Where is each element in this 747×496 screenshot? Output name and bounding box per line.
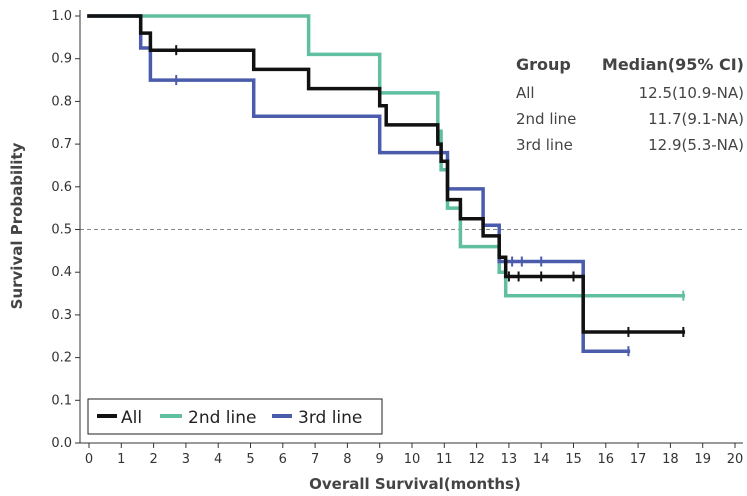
table-row-2nd-median: 11.7(9.1-NA) (648, 110, 744, 128)
legend-label-all: All (121, 408, 142, 428)
x-tick-label: 15 (565, 452, 582, 467)
x-tick-label: 0 (85, 452, 93, 467)
series-lines (87, 14, 686, 357)
y-tick-label: 0.4 (51, 265, 72, 280)
table-header-median: Median(95% CI) (602, 55, 744, 74)
table-row-2nd-group: 2nd line (516, 110, 576, 128)
y-tick-label: 0.8 (51, 94, 72, 109)
y-tick-label: 0.6 (51, 180, 72, 195)
x-tick-label: 16 (598, 452, 615, 467)
y-tick-label: 0.2 (51, 351, 72, 366)
x-tick-label: 1 (117, 452, 125, 467)
table-row-all-median: 12.5(10.9-NA) (639, 84, 744, 102)
legend: All 2nd line 3rd line (87, 398, 383, 435)
x-tick-label: 19 (694, 452, 711, 467)
x-tick-label: 2 (149, 452, 157, 467)
x-tick-label: 14 (533, 452, 550, 467)
x-tick-label: 13 (501, 452, 518, 467)
x-tick-label: 3 (182, 452, 190, 467)
y-tick-label: 0.3 (51, 308, 72, 323)
table-row-3rd-group: 3rd line (516, 136, 573, 154)
legend-label-3rd: 3rd line (298, 408, 362, 428)
y-tick-label: 0.5 (51, 223, 72, 238)
x-tick-label: 17 (630, 452, 647, 467)
x-axis-title: Overall Survival(months) (309, 475, 521, 493)
x-tick-label: 10 (404, 452, 421, 467)
table-header-group: Group (516, 55, 571, 74)
y-axis-title: Survival Probability (8, 142, 26, 309)
y-tick-label: 1.0 (51, 9, 72, 24)
x-tick-label: 8 (343, 452, 351, 467)
x-tick-label: 20 (727, 452, 744, 467)
y-tick-label: 0.0 (51, 436, 72, 451)
x-tick-label: 6 (279, 452, 287, 467)
axes: 0.00.10.20.30.40.50.60.70.80.91.00 1 2 3 4 5 6… (51, 9, 743, 467)
x-tick-label: 7 (311, 452, 319, 467)
legend-box (87, 398, 383, 435)
legend-label-2nd: 2nd line (188, 408, 256, 428)
y-tick-label: 0.1 (51, 393, 72, 408)
y-tick-label: 0.7 (51, 137, 72, 152)
median-table: Group Median(95% CI) All 12.5(10.9-NA) 2… (516, 55, 744, 154)
table-row-all-group: All (516, 84, 535, 102)
series-all-line (87, 14, 686, 334)
table-row-3rd-median: 12.9(5.3-NA) (648, 136, 744, 154)
series-2nd-line-line (87, 14, 686, 298)
x-tick-label: 9 (376, 452, 384, 467)
x-tick-label: 18 (662, 452, 679, 467)
x-tick-label: 12 (468, 452, 485, 467)
x-tick-label: 4 (214, 452, 222, 467)
x-tick-label: 5 (246, 452, 254, 467)
y-tick-label: 0.9 (51, 52, 72, 67)
x-tick-label: 11 (436, 452, 453, 467)
